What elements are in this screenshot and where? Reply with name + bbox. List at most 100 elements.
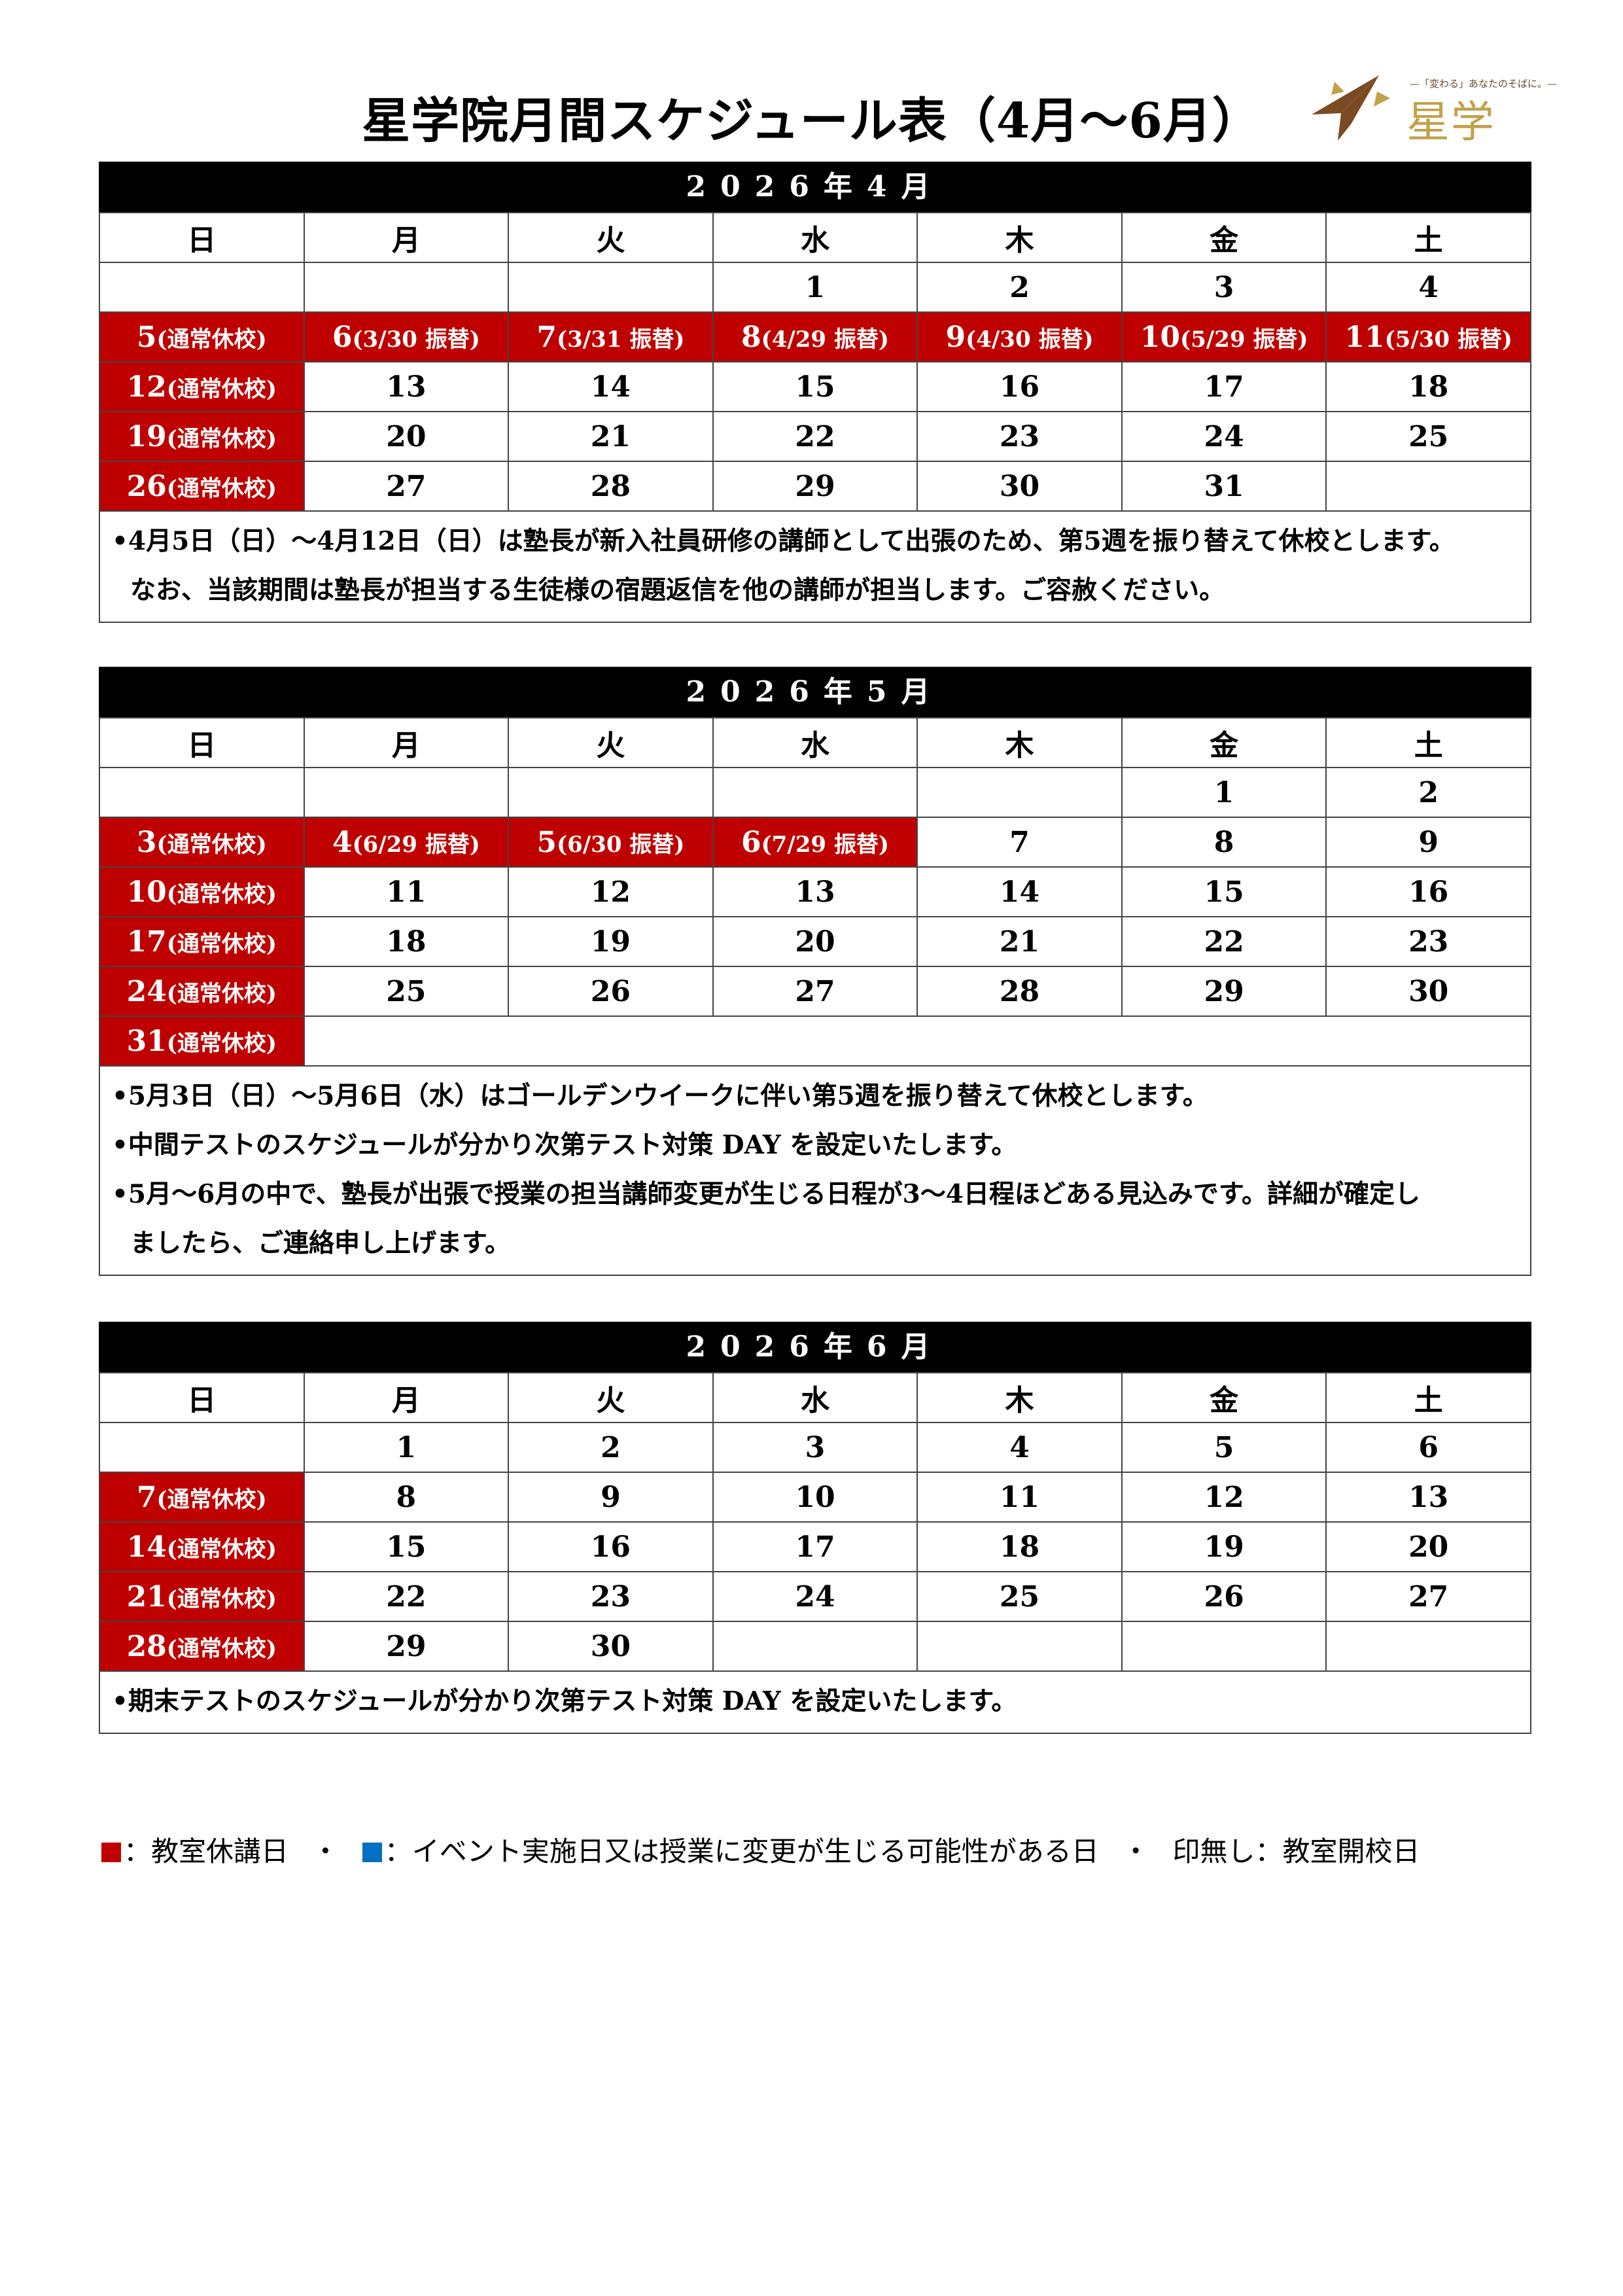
day-cell: 25 <box>303 966 510 1017</box>
day-cell: 20 <box>1325 1521 1531 1572</box>
day-number: 4 <box>1009 1430 1030 1464</box>
day-cell: 1 <box>1121 767 1327 818</box>
weekday-cell: 土 <box>1325 717 1531 768</box>
day-number: 23 <box>590 1580 631 1614</box>
day-cell: 27 <box>712 966 918 1017</box>
notes-box: •期末テストのスケジュールが分かり次第テスト対策 DAY を設定いたします。 <box>99 1672 1531 1734</box>
day-cell <box>916 767 1123 818</box>
day-note: (通常休校) <box>166 1585 277 1612</box>
day-number: 26 <box>1204 1580 1244 1614</box>
day-cell: 11(5/30 振替) <box>1325 311 1531 362</box>
day-number: 2 <box>1009 270 1030 304</box>
day-number: 21 <box>999 925 1040 959</box>
note-line: なお、当該期間は塾長が担当する生徒様の宿題返信を他の講師が担当します。ご容赦くだ… <box>130 575 1225 605</box>
day-cell: 30 <box>508 1621 714 1672</box>
day-number: 18 <box>1408 370 1449 404</box>
day-number: 30 <box>590 1629 631 1663</box>
day-cell: 4 <box>916 1422 1123 1473</box>
day-number: 31 <box>126 1024 167 1058</box>
day-number: 11 <box>386 875 427 909</box>
logo-tagline: —「変わる」あなたのそばに。— <box>1410 78 1558 90</box>
day-cell: 16 <box>508 1521 714 1572</box>
day-cell: 4(6/29 振替) <box>303 817 510 868</box>
day-cell: 25 <box>1325 411 1531 462</box>
month-header: 2026年6月 <box>99 1322 1531 1372</box>
day-cell: 14(通常休校) <box>99 1521 305 1572</box>
week-row: 24(通常休校) 25 26 27 28 29 30 <box>99 966 1531 1017</box>
calendar-table: 日月火水木金土 1 2 3 4 5 6 7(通常休校) 8 9 10 11 12 13 14(通常休校) 15… <box>99 1372 1531 1672</box>
day-cell: 2 <box>1325 767 1531 818</box>
week-row: 19(通常休校) 20 21 22 23 24 25 <box>99 411 1531 462</box>
day-cell <box>508 262 714 313</box>
day-number: 30 <box>999 469 1040 503</box>
day-number: 21 <box>590 419 631 453</box>
day-cell: 31(通常休校) <box>99 1016 305 1067</box>
day-number: 11 <box>1344 320 1385 354</box>
day-cell: 7(通常休校) <box>99 1472 305 1523</box>
day-number: 26 <box>126 469 167 503</box>
day-number: 25 <box>1408 419 1449 453</box>
day-cell: 3(通常休校) <box>99 817 305 868</box>
day-cell: 5 <box>1121 1422 1327 1473</box>
week-row: 1 2 3 4 <box>99 262 1531 313</box>
day-number: 8 <box>396 1480 417 1514</box>
day-number: 24 <box>126 974 167 1008</box>
day-number: 19 <box>126 419 167 453</box>
weekday-row: 日月火水木金土 <box>99 717 1531 768</box>
weekday-cell: 日 <box>99 212 305 263</box>
note-line: •中間テストのスケジュールが分かり次第テスト対策 DAY を設定いたします。 <box>112 1130 1017 1160</box>
day-cell <box>99 767 305 818</box>
day-cell: 8(4/29 振替) <box>712 311 918 362</box>
week-row: 14(通常休校) 15 16 17 18 19 20 <box>99 1521 1531 1572</box>
day-cell: 9(4/30 振替) <box>916 311 1123 362</box>
day-cell: 15 <box>1121 866 1327 917</box>
day-number: 2 <box>601 1430 621 1464</box>
day-cell: 24 <box>1121 411 1327 462</box>
page-title: 星学院月間スケジュール表（4月～6月） <box>362 93 1261 149</box>
red-square-icon <box>101 1843 121 1862</box>
day-number: 28 <box>999 974 1040 1008</box>
day-cell: 8 <box>1121 817 1327 868</box>
day-cell: 22 <box>303 1571 510 1622</box>
week-row: 26(通常休校) 27 28 29 30 31 <box>99 461 1531 512</box>
day-cell: 10 <box>712 1472 918 1523</box>
day-cell: 25 <box>916 1571 1123 1622</box>
day-cell: 18 <box>916 1521 1123 1572</box>
day-number: 22 <box>386 1580 427 1614</box>
calendar-table: 日月火水木金土 1 2 3 4 5(通常休校) 6(3/30 振替) 7(3/31 振替) 8(… <box>99 212 1531 512</box>
day-number: 13 <box>795 875 835 909</box>
day-cell: 16 <box>916 361 1123 412</box>
day-cell: 7(3/31 振替) <box>508 311 714 362</box>
day-cell: 12(通常休校) <box>99 361 305 412</box>
day-number: 5 <box>1213 1430 1234 1464</box>
day-cell: 14 <box>916 866 1123 917</box>
month-april: 2026年4月日月火水木金土 1 2 3 4 5(通常休校) 6(3/30 振替) 7(3/3… <box>99 162 1531 623</box>
day-number: 28 <box>590 469 631 503</box>
day-number: 3 <box>805 1430 826 1464</box>
week-row: 5(通常休校) 6(3/30 振替) 7(3/31 振替) 8(4/29 振替) 9(4… <box>99 311 1531 362</box>
day-number: 19 <box>590 925 631 959</box>
day-number: 16 <box>590 1530 631 1564</box>
day-number: 21 <box>126 1580 167 1614</box>
day-note: (3/31 振替) <box>557 326 685 353</box>
day-cell: 17 <box>712 1521 918 1572</box>
weekday-cell: 月 <box>303 717 510 768</box>
day-cell: 8 <box>303 1472 510 1523</box>
day-cell: 17(通常休校) <box>99 916 305 967</box>
day-cell: 27 <box>1325 1571 1531 1622</box>
day-cell <box>303 767 510 818</box>
weekday-cell: 土 <box>1325 212 1531 263</box>
day-cell: 10(5/29 振替) <box>1121 311 1327 362</box>
day-cell: 7 <box>916 817 1123 868</box>
day-number: 17 <box>1204 370 1244 404</box>
day-number: 17 <box>126 925 167 959</box>
day-number: 23 <box>1408 925 1449 959</box>
weekday-row: 日月火水木金土 <box>99 212 1531 263</box>
weekday-cell: 水 <box>712 1372 918 1423</box>
day-cell: 28 <box>508 461 714 512</box>
legend-open: 印無し：教室開校日 <box>1172 1835 1420 1867</box>
day-cell <box>303 262 510 313</box>
day-cell: 11 <box>303 866 510 917</box>
day-number: 16 <box>999 370 1040 404</box>
day-cell: 5(通常休校) <box>99 311 305 362</box>
